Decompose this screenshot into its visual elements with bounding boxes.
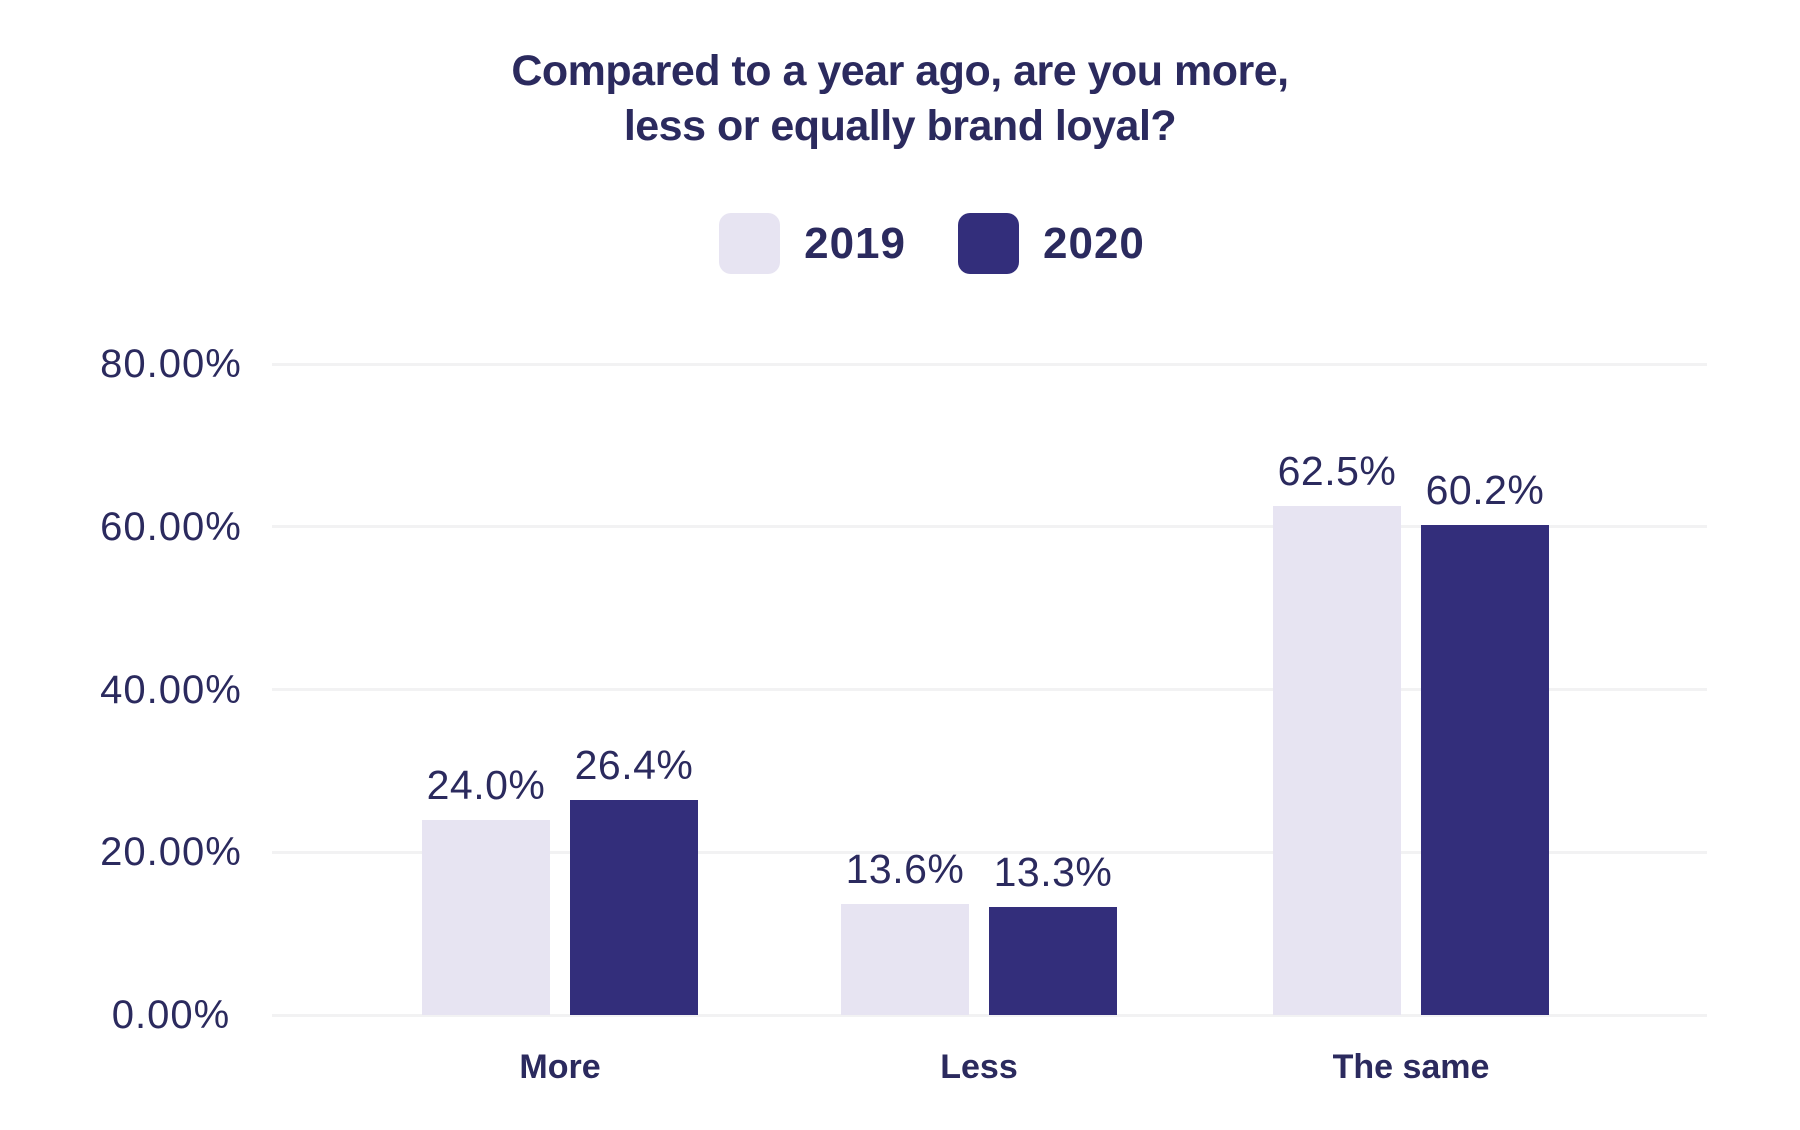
y-tick-label: 80.00% bbox=[100, 342, 242, 386]
y-tick-label: 60.00% bbox=[100, 504, 242, 549]
chart-title: Compared to a year ago, are you more, le… bbox=[0, 44, 1800, 154]
legend-item-2020[interactable]: 2020 bbox=[958, 213, 1145, 274]
gridline bbox=[272, 850, 1707, 854]
gridline bbox=[272, 688, 1707, 691]
legend-label-2019: 2019 bbox=[804, 218, 906, 268]
legend-swatch-2019 bbox=[719, 213, 781, 274]
bar-value-label: 26.4% bbox=[574, 742, 694, 789]
gridline bbox=[272, 525, 1707, 529]
bar-2019-the-same bbox=[1273, 506, 1401, 1015]
bar-value-label: 60.2% bbox=[1425, 467, 1545, 514]
bar-2019-more bbox=[422, 819, 550, 1015]
y-tick-label: 40.00% bbox=[100, 667, 242, 712]
bar-value-label: 13.6% bbox=[845, 846, 965, 893]
legend-swatch-2020 bbox=[958, 213, 1019, 274]
gridline bbox=[272, 1013, 1707, 1017]
chart-title-line-1: Compared to a year ago, are you more, bbox=[511, 47, 1289, 95]
bar-value-label: 62.5% bbox=[1277, 448, 1397, 495]
y-tick-label: 20.00% bbox=[100, 830, 242, 875]
bar-2020-more bbox=[570, 800, 698, 1015]
legend: 2019 2020 bbox=[32, 213, 1800, 274]
x-category-label-the-same: The same bbox=[1332, 1048, 1490, 1086]
legend-item-2019[interactable]: 2019 bbox=[719, 213, 906, 274]
bar-2019-less bbox=[841, 904, 969, 1015]
x-category-label-more: More bbox=[519, 1048, 601, 1086]
bar-value-label: 13.3% bbox=[993, 848, 1113, 895]
y-tick-label: 0.00% bbox=[111, 993, 231, 1037]
chart-title-line-2: less or equally brand loyal? bbox=[623, 102, 1177, 150]
bar-value-label: 24.0% bbox=[426, 761, 546, 808]
legend-label-2020: 2020 bbox=[1043, 218, 1145, 268]
x-category-label-less: Less bbox=[940, 1048, 1018, 1086]
y-axis: 0.00% 20.00% 40.00% 60.00% 80.00% bbox=[46, 342, 296, 1037]
bar-2020-the-same bbox=[1421, 525, 1549, 1015]
plot-area: 24.0% 26.4% More 13.6% 13.3% Less 62.5% 60.2% Th… bbox=[272, 362, 1707, 1086]
gridline bbox=[272, 362, 1707, 366]
bar-2020-less bbox=[989, 906, 1117, 1015]
